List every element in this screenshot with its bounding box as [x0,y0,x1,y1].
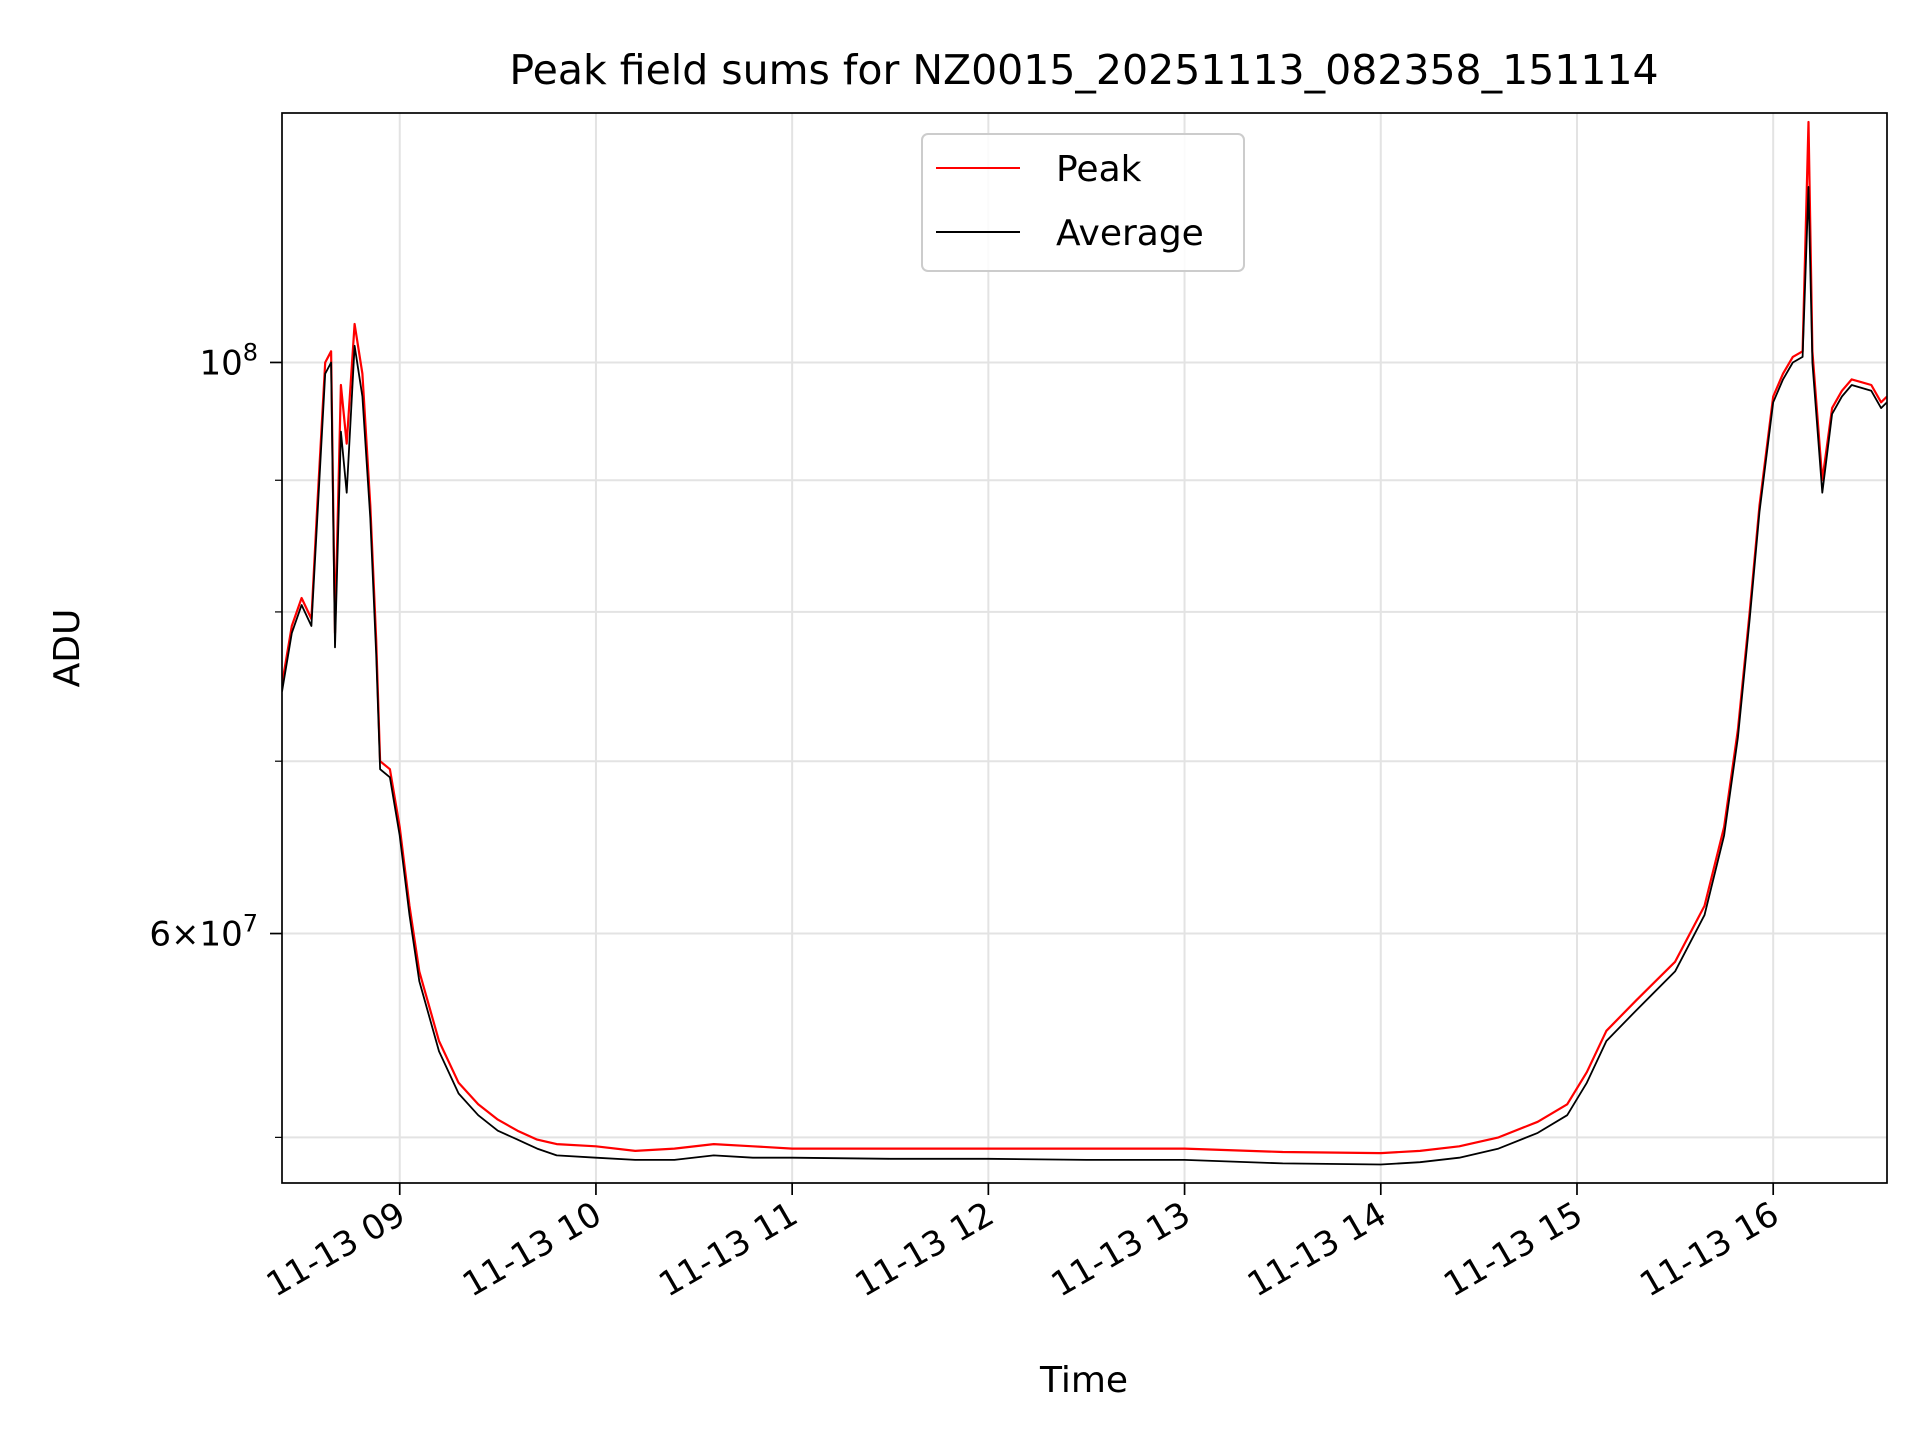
series-line-peak [282,120,1887,1155]
plot-background [282,113,1887,1183]
legend-average-label: Average [1056,213,1204,254]
y-tick-base: 10 [199,343,242,383]
y-tick-label: 108 [199,338,258,383]
legend: Peak Average [921,133,1245,272]
y-tick-label: 6×107 [149,910,258,955]
y-axis-label: ADU [47,609,88,688]
y-tick-exponent: 7 [243,910,258,938]
chart-title: Peak field sums for NZ0015_20251113_0823… [509,46,1658,94]
series-line-average [282,185,1887,1166]
y-tick-mantissa: 6 [149,915,171,955]
x-axis-label: Time [1039,1360,1128,1401]
y-tick-base: 10 [199,915,242,955]
grid [282,113,1887,1183]
series-layer [282,120,1887,1166]
y-tick-exponent: 8 [243,338,258,366]
plot-frame [281,112,1888,1184]
legend-peak-label: Peak [1056,149,1142,190]
